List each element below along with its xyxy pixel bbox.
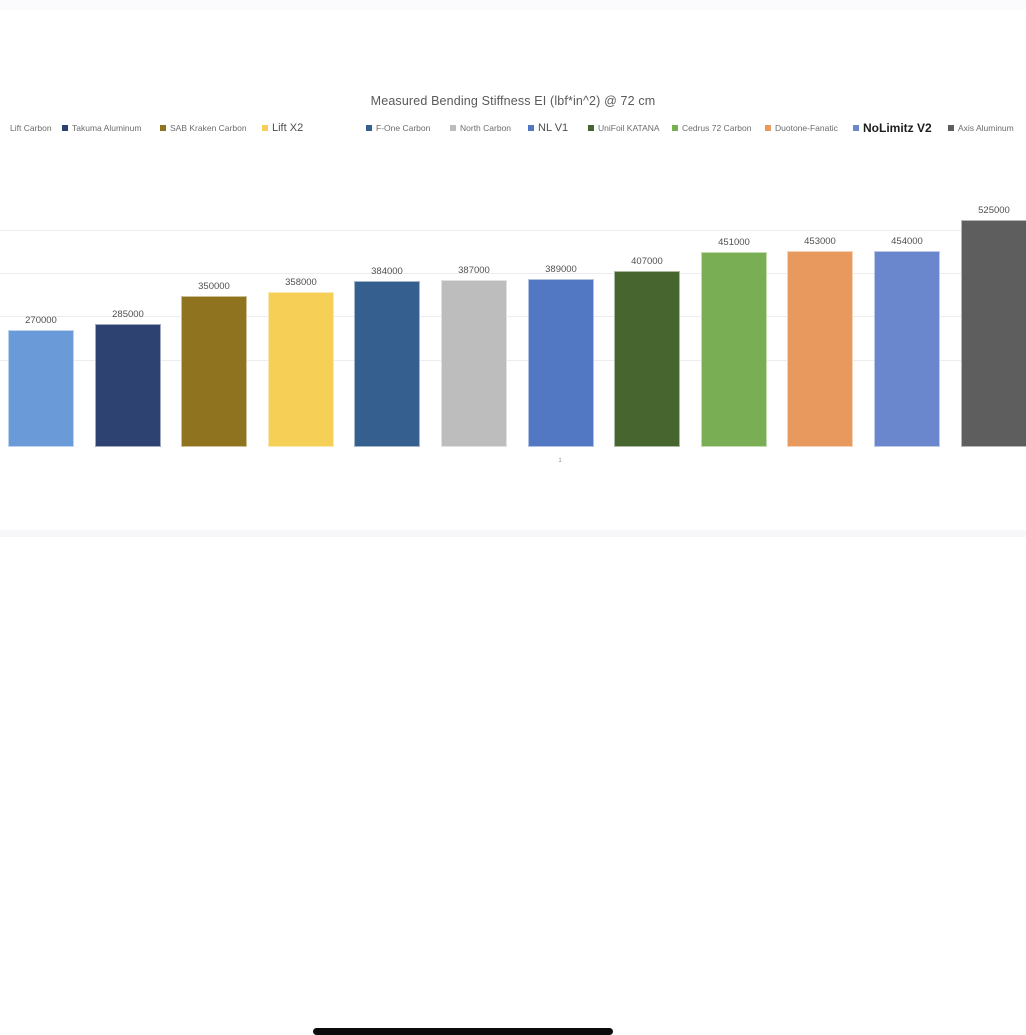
bar-value-label: 454000 (891, 235, 923, 247)
legend-item[interactable]: North Carbon (450, 119, 511, 137)
gridline (0, 359, 1026, 361)
gridline (0, 273, 1026, 275)
legend-swatch-icon (765, 125, 771, 131)
legend-item[interactable]: Lift X2 (262, 119, 303, 137)
legend-item-label: Axis Aluminum (958, 122, 1014, 133)
legend-item-label: Lift Carbon (10, 122, 52, 133)
legend-swatch-icon (588, 125, 594, 131)
legend-swatch-icon (672, 125, 678, 131)
horizontal-scrollbar-thumb[interactable] (313, 1028, 613, 1035)
bar-value-label: 350000 (198, 280, 230, 292)
legend-item-label: Duotone-Fanatic (775, 122, 838, 133)
legend-item-label: Lift X2 (272, 121, 304, 134)
legend-item-label: SAB Kraken Carbon (170, 122, 247, 133)
bar[interactable] (8, 330, 74, 447)
legend-item[interactable]: SAB Kraken Carbon (160, 119, 247, 137)
bar-value-label: 525000 (978, 205, 1010, 216)
legend-item[interactable]: Lift Carbon (0, 119, 52, 137)
legend-swatch-icon (262, 125, 268, 131)
bar-group: 451000 (701, 150, 767, 447)
bar[interactable] (874, 250, 940, 447)
top-edge-strip (0, 0, 1026, 10)
legend-item-label: Cedrus 72 Carbon (682, 122, 752, 133)
bar[interactable] (701, 252, 767, 447)
gridline (0, 316, 1026, 318)
bar[interactable] (614, 271, 680, 447)
legend-item-label: North Carbon (460, 122, 512, 133)
legend-swatch-icon (160, 125, 166, 131)
bar-value-label: 270000 (25, 315, 57, 327)
legend-swatch-icon (853, 125, 859, 131)
bar-group: 407000 (614, 150, 680, 447)
legend-item[interactable]: UniFoil KATANA (588, 119, 660, 137)
legend-item-label: NL V1 (538, 121, 569, 134)
legend-item[interactable]: Duotone-Fanatic (765, 119, 838, 137)
chart-title: Measured Bending Stiffness EI (lbf*in^2)… (370, 94, 656, 108)
legend-item[interactable]: Takuma Aluminum (62, 119, 141, 137)
legend-item[interactable]: NoLimitz V2 (853, 119, 932, 137)
legend-item[interactable]: Axis Aluminum (948, 119, 1014, 137)
legend-swatch-icon (948, 125, 954, 131)
bar[interactable] (95, 323, 161, 447)
horizontal-scrollbar-track[interactable] (0, 512, 1026, 1035)
bar-group: 453000 (787, 150, 853, 447)
legend-item-label: NoLimitz V2 (863, 121, 932, 135)
legend-swatch-icon (528, 125, 534, 131)
bar[interactable] (528, 278, 594, 447)
bar[interactable] (961, 220, 1026, 447)
x-axis-tick-label: 1 (558, 458, 562, 464)
legend-item-label: F-One Carbon (376, 122, 431, 133)
bar-group: 350000 (181, 150, 247, 447)
bar-value-label: 285000 (112, 308, 144, 320)
bar[interactable] (441, 279, 507, 447)
legend-swatch-icon (0, 125, 6, 131)
bar-value-label: 407000 (631, 256, 663, 268)
bar[interactable] (787, 251, 853, 447)
legend-swatch-icon (366, 125, 372, 131)
bar-value-label: 453000 (804, 236, 836, 248)
bottom-edge-strip (0, 530, 1026, 537)
legend-swatch-icon (62, 125, 68, 131)
bar-value-label: 358000 (285, 277, 317, 289)
legend-item-label: UniFoil KATANA (598, 122, 660, 133)
bar-value-label: 384000 (371, 265, 403, 277)
bar-value-label: 387000 (458, 264, 490, 276)
bar-group: 384000 (354, 150, 420, 447)
bar-group: 389000 (528, 150, 594, 447)
legend-item[interactable]: F-One Carbon (366, 119, 430, 137)
bar[interactable] (181, 295, 247, 447)
bar-group: 525000 (961, 150, 1026, 447)
bar[interactable] (268, 292, 334, 447)
bar-group: 387000 (441, 150, 507, 447)
bar-value-label: 451000 (718, 237, 750, 248)
gridline (0, 229, 1026, 231)
legend-item-label: Takuma Aluminum (72, 122, 142, 133)
legend-item[interactable]: NL V1 (528, 119, 568, 137)
legend-swatch-icon (450, 125, 456, 131)
legend-item[interactable]: Cedrus 72 Carbon (672, 119, 751, 137)
bar-group: 454000 (874, 150, 940, 447)
chart-legend: Lift Carbon Takuma Aluminum SAB Kraken Car… (0, 119, 1026, 137)
bar-group: 358000 (268, 150, 334, 447)
plot-area: 270000 285000 350000 358000 384000 387000 3890… (0, 150, 1026, 447)
bar[interactable] (354, 280, 420, 447)
bar-value-label: 389000 (545, 263, 577, 275)
bar-group: 285000 (95, 150, 161, 447)
bar-group: 270000 (8, 150, 74, 447)
